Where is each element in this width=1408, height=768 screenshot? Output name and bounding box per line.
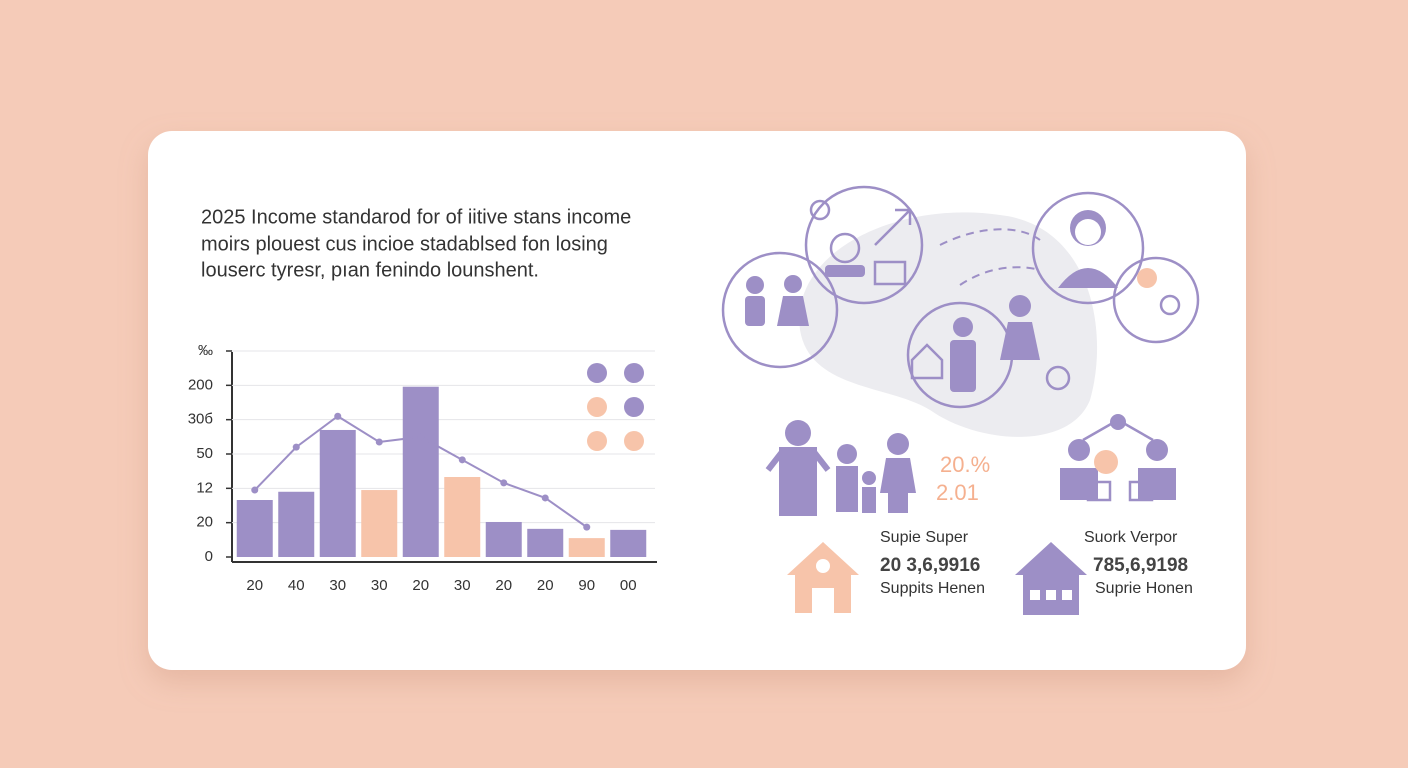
x-tick-label: 40 <box>288 577 305 594</box>
trend-point <box>334 412 342 420</box>
title-line: moirs plouest cus incioe stadablsed fon … <box>201 233 608 255</box>
bar <box>610 529 647 557</box>
title-line: louserc tyresr, pıan fenindo lounshent. <box>201 259 539 281</box>
bar <box>444 477 481 557</box>
bar <box>278 491 315 557</box>
x-tick-label: 30 <box>371 577 388 594</box>
stat: 20.% <box>940 452 990 477</box>
bar <box>527 528 564 557</box>
x-tick-label: 00 <box>620 577 637 594</box>
x-tick-label: 20 <box>246 577 263 594</box>
x-tick-label: 20 <box>495 577 512 594</box>
bar <box>236 500 273 557</box>
stat-title: Suork Verpor <box>1084 529 1178 546</box>
trend-point <box>541 494 549 502</box>
stat-number: 20 3,6,9916 <box>880 555 980 576</box>
bar <box>319 429 356 557</box>
trend-point <box>417 433 425 441</box>
x-tick-label: 20 <box>537 577 554 594</box>
trend-point <box>251 486 259 494</box>
y-tick-label: ‰ <box>198 342 213 359</box>
trend-point <box>292 443 300 451</box>
trend-point <box>583 523 591 531</box>
illustration <box>721 185 1200 615</box>
trend-point <box>375 438 383 446</box>
x-tick-label: 20 <box>412 577 429 594</box>
legend-dots <box>587 363 644 451</box>
y-tick-label: 200 <box>188 376 213 393</box>
trend-point <box>500 479 508 487</box>
x-tick-label: 30 <box>329 577 346 594</box>
stat: 2.01 <box>936 480 979 505</box>
x-tick-label: 90 <box>578 577 595 594</box>
y-tick-label: 20 <box>196 514 213 531</box>
title-line: 2025 Income standarod for of iitive stan… <box>201 206 631 228</box>
stat-title: Supie Super <box>880 529 969 546</box>
bar <box>485 521 522 557</box>
bar <box>568 538 605 557</box>
trend-point <box>458 456 466 464</box>
y-tick-label: 30б <box>188 411 213 428</box>
x-tick-label: 30 <box>454 577 471 594</box>
y-tick-label: 0 <box>205 548 213 565</box>
stat-caption: Suppits Henen <box>880 580 985 597</box>
y-tick-label: 12 <box>196 479 213 496</box>
bar <box>361 490 398 557</box>
y-tick-label: 50 <box>196 445 213 462</box>
stat-number: 785,6,9198 <box>1093 555 1188 576</box>
bar <box>402 386 439 557</box>
stat-caption: Suprie Honen <box>1095 580 1193 597</box>
